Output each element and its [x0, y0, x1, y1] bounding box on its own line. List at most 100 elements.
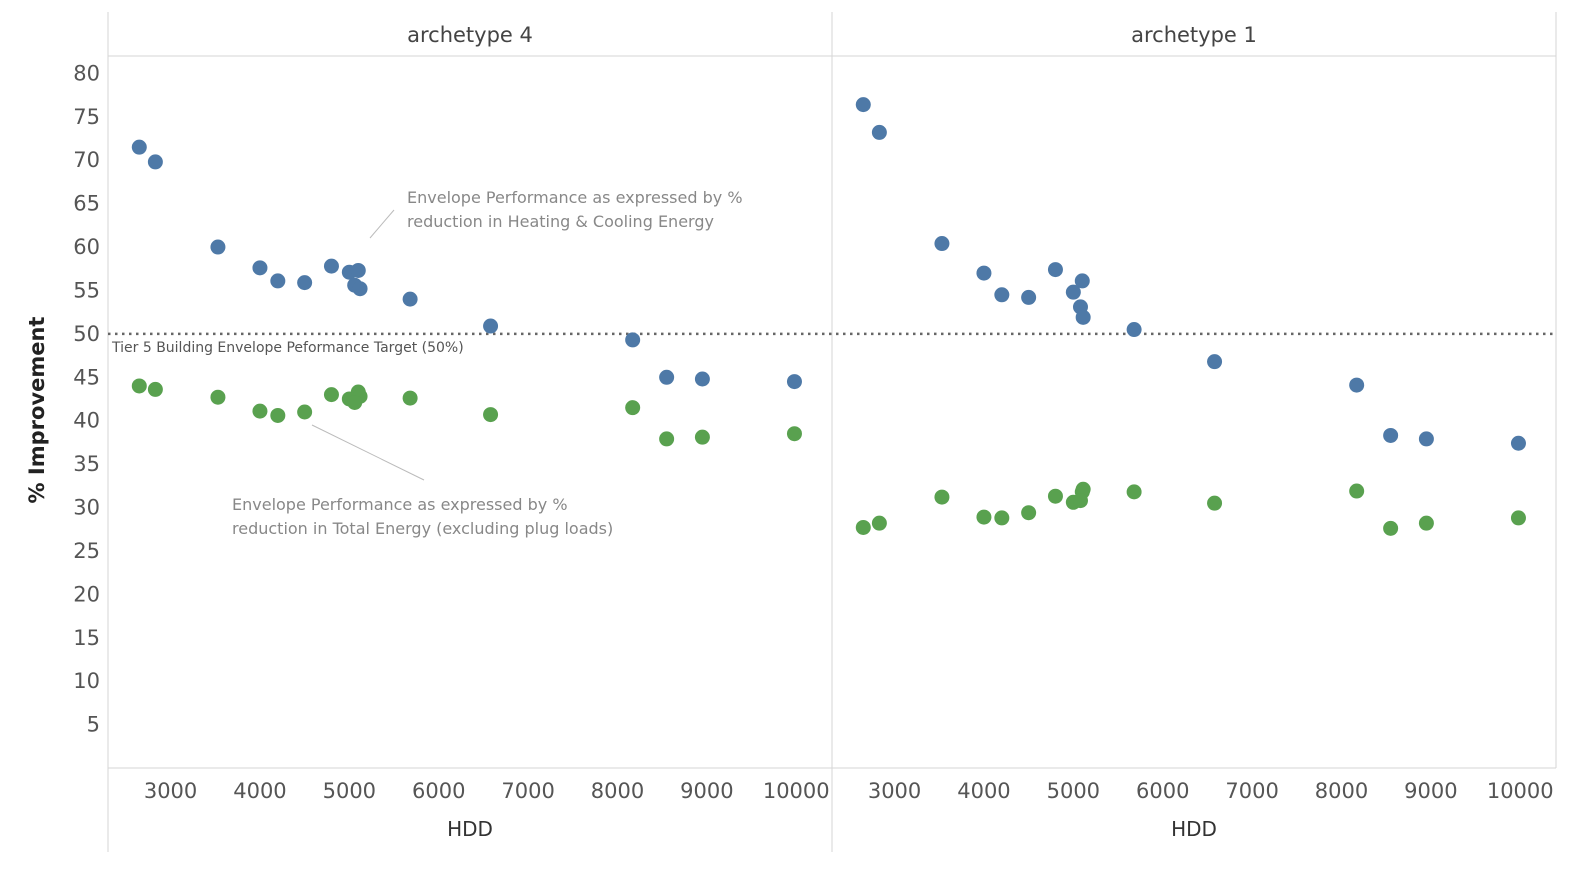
x-tick-label-panel-2: 7000: [1225, 779, 1278, 803]
y-axis-ticks: 5 10 15 20 25 30 35 40 45 50 55 60 65 70 75 80: [73, 61, 100, 736]
x-axis-ticks: 3000 4000 5000 6000 7000 8000 9000 10000 3000 400…: [144, 779, 1554, 803]
heating-cooling-point: [252, 260, 268, 276]
annotation-heating-cooling: Envelope Performance as expressed by % r…: [407, 188, 743, 231]
total-energy-point: [659, 431, 675, 447]
heating-cooling-point: [1075, 309, 1091, 325]
heating-cooling-point: [934, 236, 950, 252]
total-energy-point: [994, 510, 1010, 526]
x-tick-label-panel-2: 8000: [1315, 779, 1368, 803]
total-energy-point: [786, 426, 802, 442]
x-axis-title-panel-2: HDD: [1171, 817, 1217, 841]
x-tick-label-panel-1: 3000: [144, 779, 197, 803]
heating-cooling-point: [1207, 354, 1223, 370]
y-tick-label: 65: [73, 192, 100, 216]
total-energy-point: [855, 519, 871, 535]
x-tick-label-panel-1: 6000: [412, 779, 465, 803]
y-tick-label: 45: [73, 365, 100, 389]
annotation-heating-line-1: Envelope Performance as expressed by %: [407, 188, 743, 207]
total-energy-point: [270, 407, 286, 423]
x-tick-label-panel-1: 4000: [233, 779, 286, 803]
heating-cooling-point: [402, 291, 418, 307]
total-energy-point: [934, 489, 950, 505]
total-energy-point: [131, 378, 147, 394]
heating-cooling-point: [147, 154, 163, 170]
heating-cooling-point: [323, 258, 339, 274]
annotation-connectors: [311, 209, 425, 481]
total-energy-point: [323, 387, 339, 403]
x-tick-label-panel-2: 9000: [1404, 779, 1457, 803]
total-energy-point: [402, 390, 418, 406]
x-axis-title-panel-1: HDD: [447, 817, 493, 841]
x-tick-label-panel-2: 6000: [1136, 779, 1189, 803]
y-tick-label: 70: [73, 148, 100, 172]
heating-cooling-point: [297, 275, 313, 291]
x-tick-label-panel-1: 5000: [323, 779, 376, 803]
data-points: [131, 97, 1526, 536]
annotation-connector-total: [311, 424, 425, 481]
total-energy-point: [1349, 483, 1365, 499]
total-energy-point: [1021, 505, 1037, 521]
total-energy-point: [1207, 495, 1223, 511]
heating-cooling-point: [1349, 377, 1365, 393]
total-energy-point: [347, 394, 363, 410]
total-energy-point: [1383, 520, 1399, 536]
annotation-heating-line-2: reduction in Heating & Cooling Energy: [407, 212, 714, 231]
y-tick-label: 30: [73, 496, 100, 520]
heating-cooling-point: [976, 265, 992, 281]
y-tick-label: 50: [73, 322, 100, 346]
heating-cooling-point: [352, 281, 368, 297]
total-energy-point: [1047, 488, 1063, 504]
heating-cooling-point: [1126, 322, 1142, 338]
heating-cooling-point: [1418, 431, 1434, 447]
total-energy-point: [871, 515, 887, 531]
total-energy-point: [147, 381, 163, 397]
panel-titles: archetype 4 archetype 1: [407, 23, 1257, 47]
reference-line-group: Tier 5 Building Envelope Peformance Targ…: [108, 332, 1556, 356]
heating-cooling-point: [786, 374, 802, 390]
y-tick-label: 10: [73, 669, 100, 693]
panel-title-archetype-4: archetype 4: [407, 23, 533, 47]
x-tick-label-panel-1: 10000: [763, 779, 830, 803]
total-energy-point: [1072, 493, 1088, 509]
total-energy-point: [210, 389, 226, 405]
x-tick-label-panel-1: 8000: [591, 779, 644, 803]
heating-cooling-point: [350, 262, 366, 278]
total-energy-point: [252, 403, 268, 419]
chart-frame: [107, 12, 1557, 852]
y-tick-label: 5: [87, 713, 100, 737]
x-tick-label-panel-2: 10000: [1487, 779, 1554, 803]
heating-cooling-point: [994, 287, 1010, 303]
y-axis-title: % Improvement: [25, 317, 49, 504]
heating-cooling-point: [1065, 284, 1081, 300]
heating-cooling-point: [483, 318, 499, 334]
y-tick-label: 25: [73, 539, 100, 563]
y-tick-label: 35: [73, 452, 100, 476]
y-tick-label: 20: [73, 582, 100, 606]
heating-cooling-point: [871, 124, 887, 140]
panel-title-archetype-1: archetype 1: [1131, 23, 1257, 47]
total-energy-point: [976, 509, 992, 525]
y-tick-label: 80: [73, 61, 100, 85]
y-tick-label: 15: [73, 626, 100, 650]
total-energy-point: [297, 404, 313, 420]
x-tick-label-panel-2: 4000: [957, 779, 1010, 803]
x-tick-label-panel-1: 7000: [501, 779, 554, 803]
total-energy-point: [625, 400, 641, 416]
heating-cooling-point: [625, 332, 641, 348]
annotation-total-energy: Envelope Performance as expressed by % r…: [232, 495, 613, 538]
total-energy-point: [1418, 515, 1434, 531]
x-tick-label-panel-1: 9000: [680, 779, 733, 803]
heating-cooling-point: [1021, 289, 1037, 305]
annotation-connector-heating: [369, 209, 395, 239]
annotation-total-line-2: reduction in Total Energy (excluding plu…: [232, 519, 613, 538]
y-tick-label: 55: [73, 278, 100, 302]
heating-cooling-point: [131, 139, 147, 155]
heating-cooling-point: [270, 273, 286, 289]
heating-cooling-point: [659, 369, 675, 385]
heating-cooling-point: [210, 239, 226, 255]
y-tick-label: 60: [73, 235, 100, 259]
total-energy-point: [1075, 481, 1091, 497]
y-tick-label: 75: [73, 105, 100, 129]
x-tick-label-panel-2: 5000: [1047, 779, 1100, 803]
